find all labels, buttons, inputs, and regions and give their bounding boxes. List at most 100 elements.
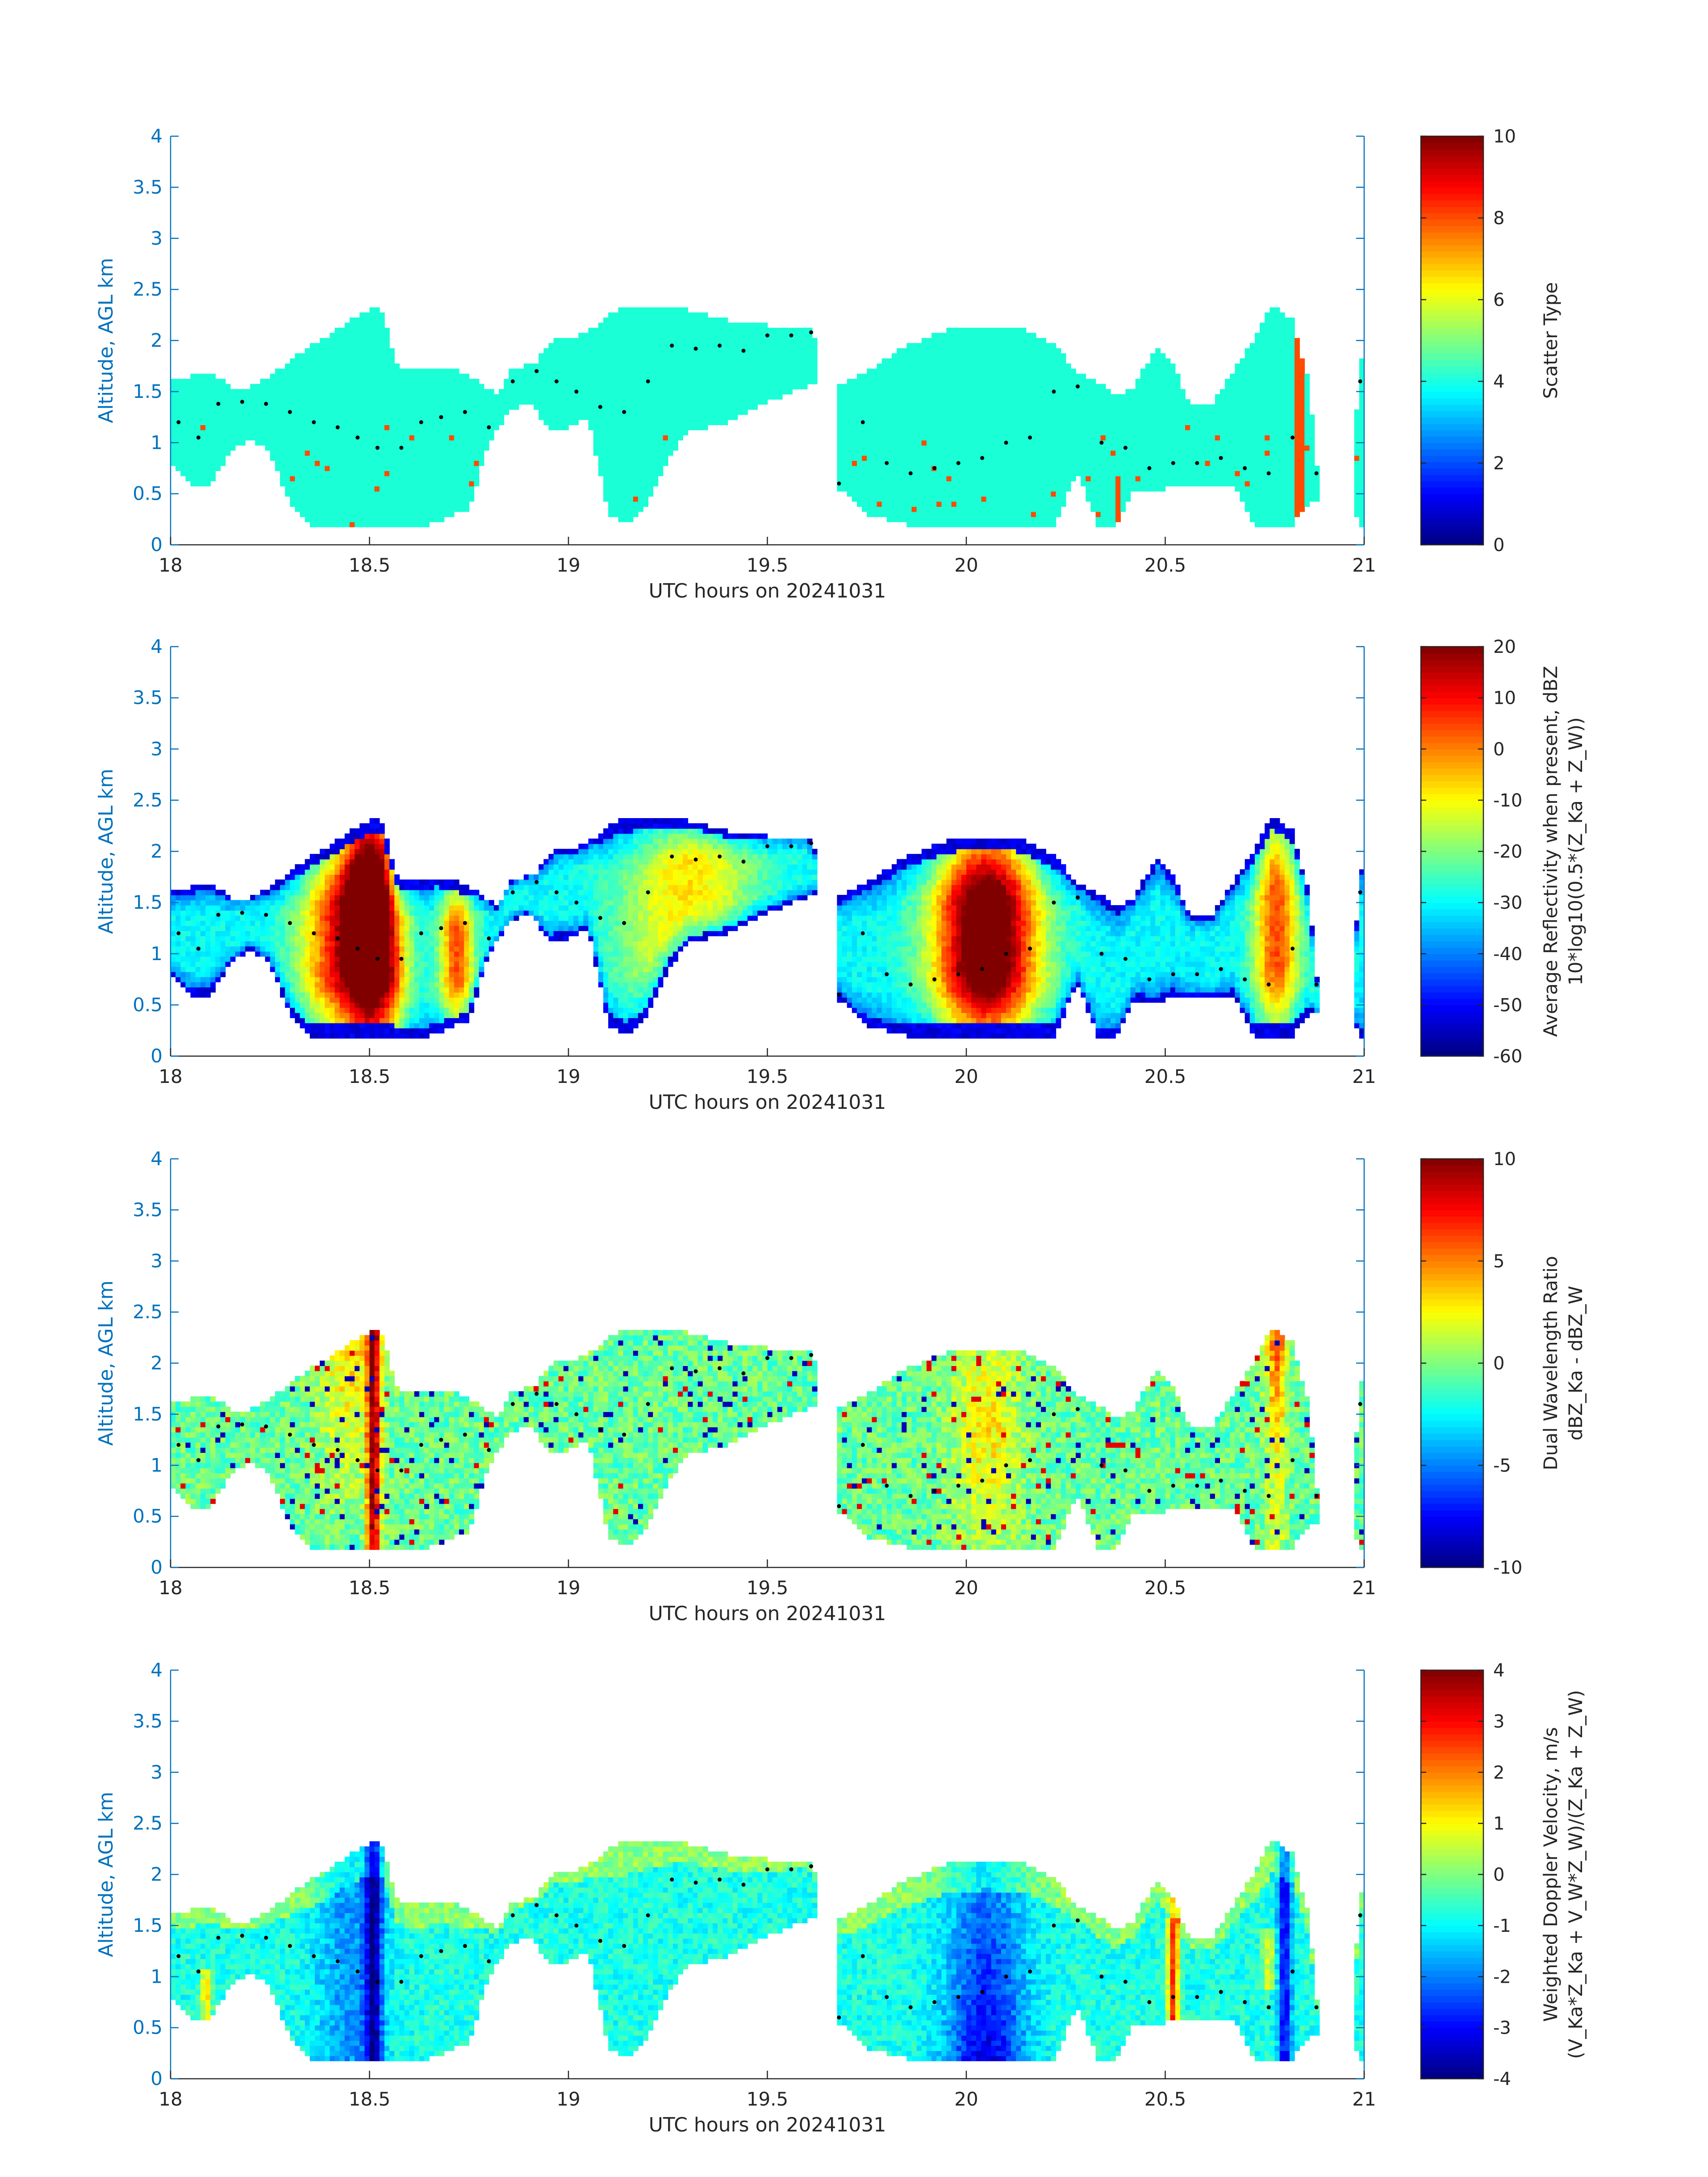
heatmap-cell: [270, 419, 276, 425]
heatmap-cell: [951, 486, 957, 492]
heatmap-cell: [320, 343, 325, 349]
heatmap-cell: [877, 368, 882, 374]
heatmap-cell: [702, 327, 708, 334]
heatmap-cell: [344, 522, 350, 527]
heatmap-cell: [325, 389, 330, 395]
heatmap-cell: [693, 384, 698, 389]
heatmap-cell: [1016, 419, 1022, 425]
heatmap-cell: [339, 394, 345, 400]
heatmap-cell: [737, 404, 743, 410]
heatmap-cell: [195, 471, 201, 476]
heatmap-cell: [891, 404, 897, 410]
heatmap-cell: [941, 384, 947, 389]
heatmap-cell: [718, 322, 723, 328]
heatmap-cell: [1036, 379, 1041, 384]
heatmap-cell: [683, 343, 689, 349]
heatmap-cell: [1006, 338, 1011, 343]
heatmap-cell: [374, 419, 380, 425]
heatmap-cell: [195, 425, 201, 430]
heatmap-cell: [931, 511, 937, 517]
heatmap-cell: [568, 353, 574, 359]
heatmap-cell: [623, 399, 629, 405]
heatmap-cell: [1031, 394, 1036, 400]
heatmap-cell: [762, 368, 768, 374]
heatmap-cell: [916, 409, 922, 415]
heatmap-cell: [290, 471, 296, 476]
heatmap-cell: [966, 364, 972, 369]
heatmap-cell: [713, 318, 718, 323]
heatmap-cell: [713, 368, 718, 374]
heatmap-cell: [355, 486, 360, 492]
heatmap-cell: [966, 496, 972, 502]
heatmap-cell: [792, 348, 798, 354]
heatmap-cell: [971, 450, 977, 456]
heatmap-cell: [648, 465, 654, 471]
heatmap-cell: [683, 353, 689, 359]
heatmap-cell: [628, 450, 634, 456]
heatmap-cell: [1095, 511, 1101, 517]
heatmap-cell: [369, 318, 375, 323]
heatmap-cell: [464, 430, 469, 435]
heatmap-cell: [200, 471, 206, 476]
heatmap-cell: [539, 399, 544, 405]
heatmap-cell: [583, 409, 589, 415]
heatmap-cell: [245, 399, 251, 405]
heatmap-cell: [215, 425, 221, 430]
heatmap-cell: [936, 506, 942, 512]
heatmap-cell: [886, 445, 892, 451]
heatmap-cell: [280, 409, 285, 415]
heatmap-cell: [1061, 491, 1066, 497]
heatmap-cell: [245, 435, 251, 441]
heatmap-cell: [1095, 440, 1101, 446]
heatmap-cell: [986, 353, 992, 359]
heatmap-cell: [464, 414, 469, 420]
heatmap-cell: [658, 373, 664, 379]
heatmap-cell: [369, 450, 375, 456]
heatmap-cell: [260, 414, 266, 420]
heatmap-cell: [1100, 450, 1106, 456]
heatmap-cell: [752, 364, 758, 369]
heatmap-cell: [946, 445, 952, 451]
heatmap-cell: [981, 384, 987, 389]
heatmap-cell: [305, 506, 310, 512]
heatmap-cell: [469, 384, 475, 389]
heatmap-cell: [936, 425, 942, 430]
heatmap-cell: [558, 373, 564, 379]
heatmap-cell: [991, 481, 997, 487]
heatmap-cell: [315, 460, 320, 466]
heatmap-cell: [563, 358, 569, 364]
heatmap-cell: [668, 404, 673, 410]
heatmap-cell: [379, 455, 385, 461]
heatmap-cell: [956, 440, 962, 446]
heatmap-cell: [1026, 425, 1031, 430]
heatmap-cell: [464, 471, 469, 476]
heatmap-cell: [881, 435, 887, 441]
heatmap-cell: [424, 419, 430, 425]
heatmap-cell: [668, 445, 673, 451]
heatmap-cell: [951, 481, 957, 487]
heatmap-cell: [916, 517, 922, 522]
heatmap-cell: [911, 501, 917, 507]
heatmap-cell: [653, 476, 659, 481]
heatmap-cell: [1036, 435, 1041, 441]
heatmap-cell: [593, 368, 599, 374]
heatmap-cell: [419, 440, 425, 446]
heatmap-cell: [553, 338, 559, 343]
heatmap-cell: [877, 445, 882, 451]
heatmap-cell: [315, 368, 320, 374]
heatmap-cell: [847, 379, 852, 384]
heatmap-cell: [330, 379, 335, 384]
heatmap-cell: [941, 358, 947, 364]
heatmap-cell: [469, 471, 475, 476]
heatmap-cell: [941, 465, 947, 471]
heatmap-cell: [493, 425, 499, 430]
heatmap-cell: [668, 450, 673, 456]
heatmap-cell: [414, 414, 420, 420]
heatmap-cell: [886, 440, 892, 446]
heatmap-cell: [1016, 414, 1022, 420]
heatmap-cell: [713, 338, 718, 343]
heatmap-cell: [906, 440, 912, 446]
heatmap-cell: [1070, 460, 1076, 466]
heatmap-cell: [1056, 409, 1061, 415]
heatmap-cell: [951, 327, 957, 334]
